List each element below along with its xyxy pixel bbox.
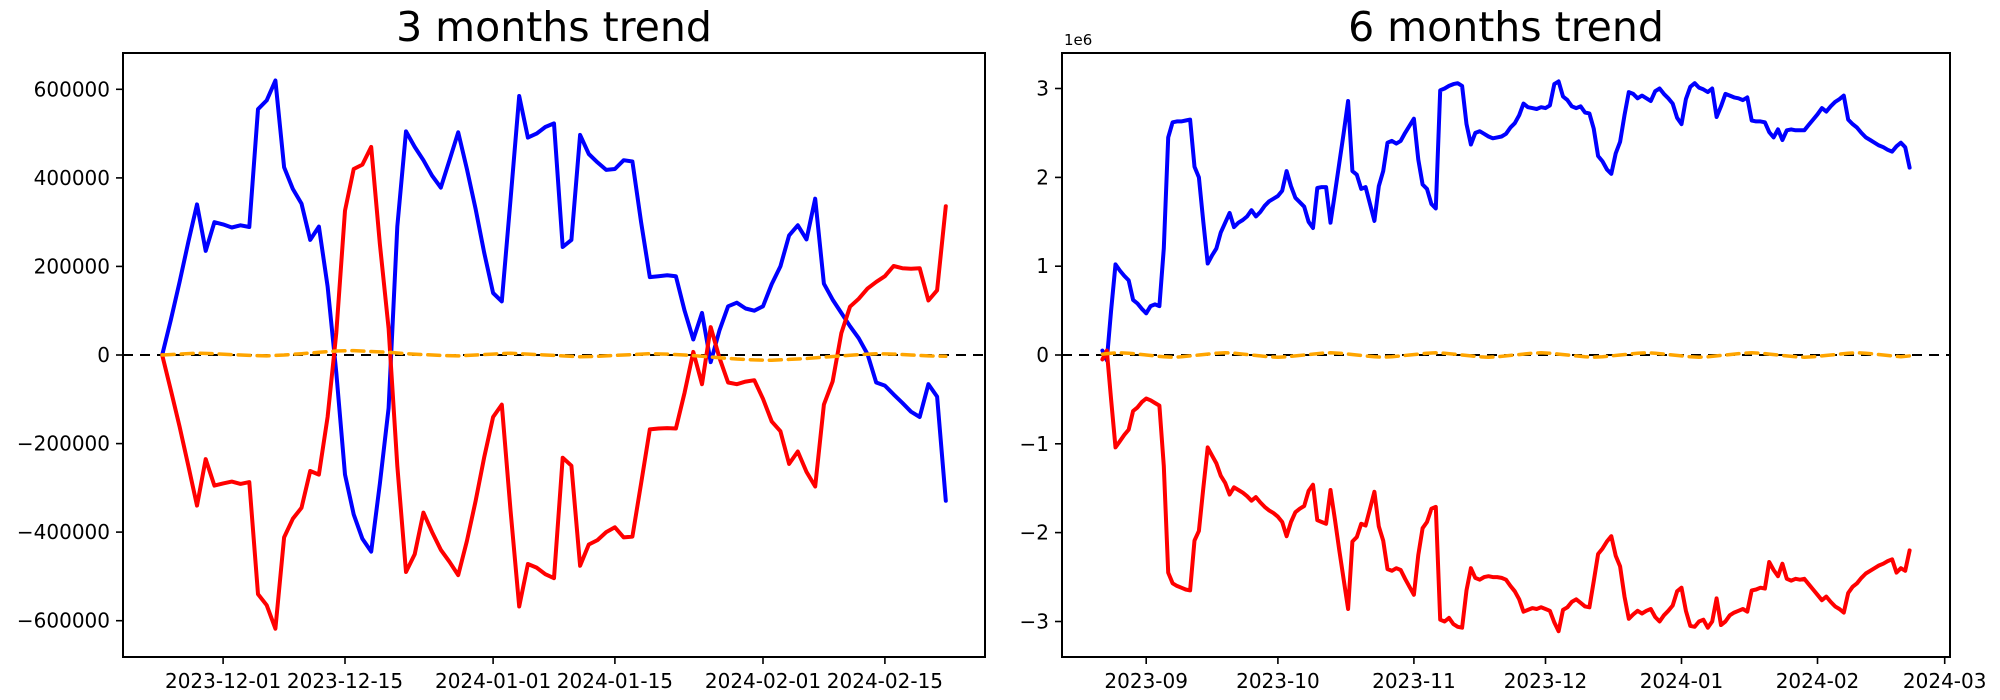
y-tick-label: −600000 — [17, 609, 110, 633]
y-tick-label: −200000 — [17, 432, 110, 456]
y-axis-offset-label: 1e6 — [1064, 31, 1093, 49]
x-tick-label: 2023-11 — [1372, 669, 1456, 693]
y-tick-label: 1 — [1036, 254, 1049, 278]
x-tick-label: 2024-02 — [1776, 669, 1860, 693]
chart-title-6-months-trend: 6 months trend — [1348, 3, 1664, 51]
x-tick-label: 2023-09 — [1104, 669, 1188, 693]
x-tick-label: 2024-01 — [1640, 669, 1724, 693]
x-tick-label: 2023-12-01 — [165, 669, 281, 693]
y-tick-label: 2 — [1036, 165, 1049, 189]
y-tick-label: −400000 — [17, 520, 110, 544]
y-tick-label: −2 — [1020, 521, 1049, 545]
series-blue-line — [1100, 79, 1912, 363]
x-tick-label: 2024-02-15 — [827, 669, 943, 693]
y-tick-label: 200000 — [34, 254, 110, 278]
x-tick-label: 2023-12-15 — [287, 669, 403, 693]
series-red-line — [160, 144, 948, 631]
y-tick-label: 600000 — [34, 77, 110, 101]
y-tick-label: 400000 — [34, 166, 110, 190]
y-tick-label: 3 — [1036, 77, 1049, 101]
x-tick-label: 2023-12 — [1504, 669, 1588, 693]
x-tick-label: 2023-10 — [1236, 669, 1320, 693]
y-tick-label: 0 — [1036, 343, 1049, 367]
series-orange-dashed-line — [160, 348, 948, 363]
series-red-line — [1100, 348, 1912, 634]
y-tick-label: 0 — [97, 343, 110, 367]
y-tick-label: −3 — [1020, 610, 1049, 634]
series-orange-dashed-line — [1100, 351, 1912, 359]
x-tick-label: 2024-01-15 — [557, 669, 673, 693]
y-tick-label: −1 — [1020, 432, 1049, 456]
x-tick-label: 2024-01-01 — [435, 669, 551, 693]
x-tick-label: 2024-03 — [1903, 669, 1987, 693]
x-tick-label: 2024-02-01 — [705, 669, 821, 693]
series-blue-line — [160, 78, 948, 554]
chart-title-3-months-trend: 3 months trend — [396, 3, 712, 51]
